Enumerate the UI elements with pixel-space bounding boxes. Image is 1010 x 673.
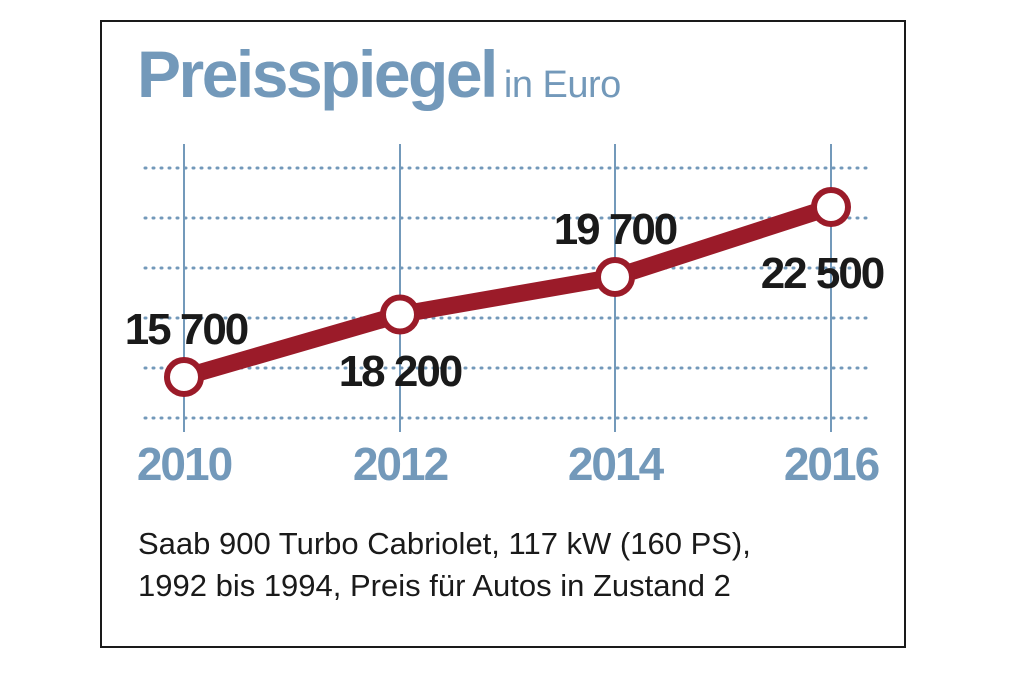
x-tick-label-2016: 2016 xyxy=(784,438,879,490)
caption-line-1: Saab 900 Turbo Cabriolet, 117 kW (160 PS… xyxy=(138,526,751,561)
data-point-2010 xyxy=(164,357,204,397)
chart-frame xyxy=(100,20,906,648)
horizontal-gridlines xyxy=(143,166,870,420)
caption-line-2: 1992 bis 1994, Preis für Autos in Zustan… xyxy=(138,568,731,603)
data-point-2014 xyxy=(595,257,635,297)
x-tick-label-2010: 2010 xyxy=(137,438,232,490)
value-labels: 15 700 18 200 19 700 22 500 xyxy=(125,205,886,396)
price-series xyxy=(164,187,851,397)
value-label-2010: 15 700 xyxy=(125,305,248,354)
value-label-2014: 19 700 xyxy=(554,205,677,254)
x-tick-label-2012: 2012 xyxy=(353,438,448,490)
data-point-2012 xyxy=(380,294,420,335)
data-point-2016 xyxy=(811,187,851,227)
chart-title: Preisspiegel xyxy=(137,37,498,111)
chart-title-block: Preisspiegel in Euro xyxy=(137,36,621,112)
chart-subtitle: in Euro xyxy=(503,64,621,106)
x-tick-label-2014: 2014 xyxy=(568,438,665,490)
value-label-2016: 22 500 xyxy=(761,249,884,298)
chart-caption: Saab 900 Turbo Cabriolet, 117 kW (160 PS… xyxy=(138,523,878,607)
x-axis-ticks: 2010 2012 2014 2016 xyxy=(137,438,881,490)
value-label-2012: 18 200 xyxy=(339,347,462,396)
series-line xyxy=(175,198,840,386)
